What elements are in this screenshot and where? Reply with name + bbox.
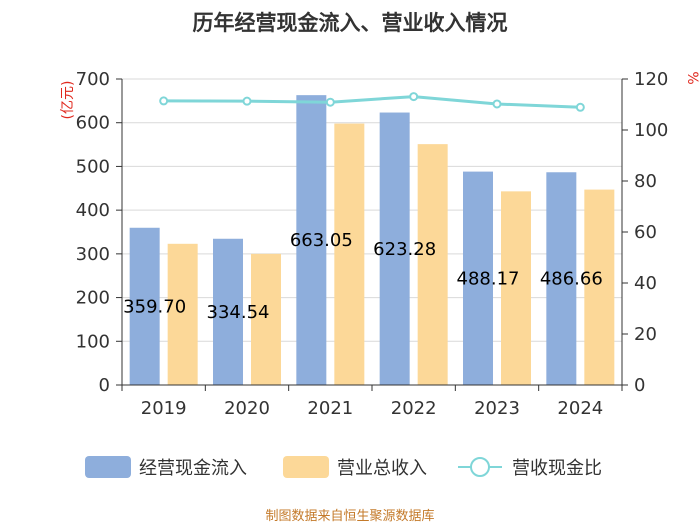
data-label: 623.28 [373, 239, 436, 260]
ratio-point [159, 96, 169, 106]
right-axis-unit: % [684, 71, 700, 84]
axes: 0 100 200 300 400 500 600 700 0 20 40 60 80 100 120 201… [76, 69, 669, 419]
data-label: 334.54 [207, 302, 270, 323]
ratio-point [492, 99, 502, 109]
ratio-point [409, 92, 419, 102]
ratio-line-path [163, 95, 581, 109]
data-label: 486.66 [540, 269, 603, 290]
left-tick-label: 600 [76, 113, 110, 134]
right-tick-label: 0 [634, 375, 645, 396]
data-label: 663.05 [290, 230, 353, 251]
legend: 经营现金流入 营业总收入 营收现金比 [85, 456, 602, 479]
bars [129, 95, 615, 386]
right-tick-label: 60 [634, 222, 657, 243]
ratio-point [575, 102, 585, 112]
right-tick-label: 80 [634, 171, 657, 192]
x-tick-label: 2019 [141, 398, 187, 419]
bar-revenue [501, 191, 531, 385]
legend-label: 经营现金流入 [139, 458, 247, 479]
x-tick-label: 2022 [391, 398, 437, 419]
bar-cash-inflow [129, 227, 160, 385]
legend-label: 营业总收入 [337, 458, 427, 479]
ratio-point [242, 96, 252, 106]
bar-revenue [334, 123, 365, 386]
data-label: 488.17 [457, 268, 520, 289]
right-tick-label: 120 [634, 69, 668, 90]
right-tick-label: 20 [634, 324, 657, 345]
bar-revenue [584, 189, 615, 385]
data-labels: 359.70 334.54 663.05 623.28 488.17 486.66 [123, 230, 603, 323]
left-tick-label: 100 [76, 331, 110, 352]
left-tick-label: 0 [99, 375, 110, 396]
bar-revenue [167, 243, 198, 385]
legend-swatch-marker [470, 457, 490, 477]
gridlines [122, 78, 622, 342]
bar-cash-inflow [213, 238, 243, 385]
bar-cash-inflow [463, 171, 493, 385]
left-tick-label: 700 [76, 69, 110, 90]
left-tick-label: 400 [76, 200, 110, 221]
chart-title: 历年经营现金流入、营业收入情况 [193, 11, 508, 35]
bar-cash-inflow [379, 112, 410, 385]
left-tick-label: 500 [76, 156, 110, 177]
right-tick-label: 100 [634, 120, 668, 141]
left-tick-label: 300 [76, 244, 110, 265]
bar-revenue [417, 144, 448, 385]
bar-cash-inflow [546, 172, 577, 385]
right-tick-label: 40 [634, 273, 657, 294]
ratio-line [159, 92, 585, 112]
source-note: 制图数据来自恒生聚源数据库 [265, 508, 434, 524]
x-tick-label: 2023 [474, 398, 520, 419]
x-tick-label: 2021 [307, 398, 353, 419]
left-tick-label: 200 [76, 288, 110, 309]
bar-cash-inflow [296, 95, 327, 385]
left-axis-unit: (亿元) [60, 81, 76, 120]
legend-label: 营收现金比 [512, 458, 602, 479]
data-label: 359.70 [123, 296, 186, 317]
bar-revenue [251, 253, 281, 385]
ratio-point [325, 97, 335, 107]
legend-swatch [85, 456, 131, 478]
x-tick-label: 2024 [557, 398, 603, 419]
x-tick-label: 2020 [224, 398, 270, 419]
legend-swatch [283, 456, 329, 478]
